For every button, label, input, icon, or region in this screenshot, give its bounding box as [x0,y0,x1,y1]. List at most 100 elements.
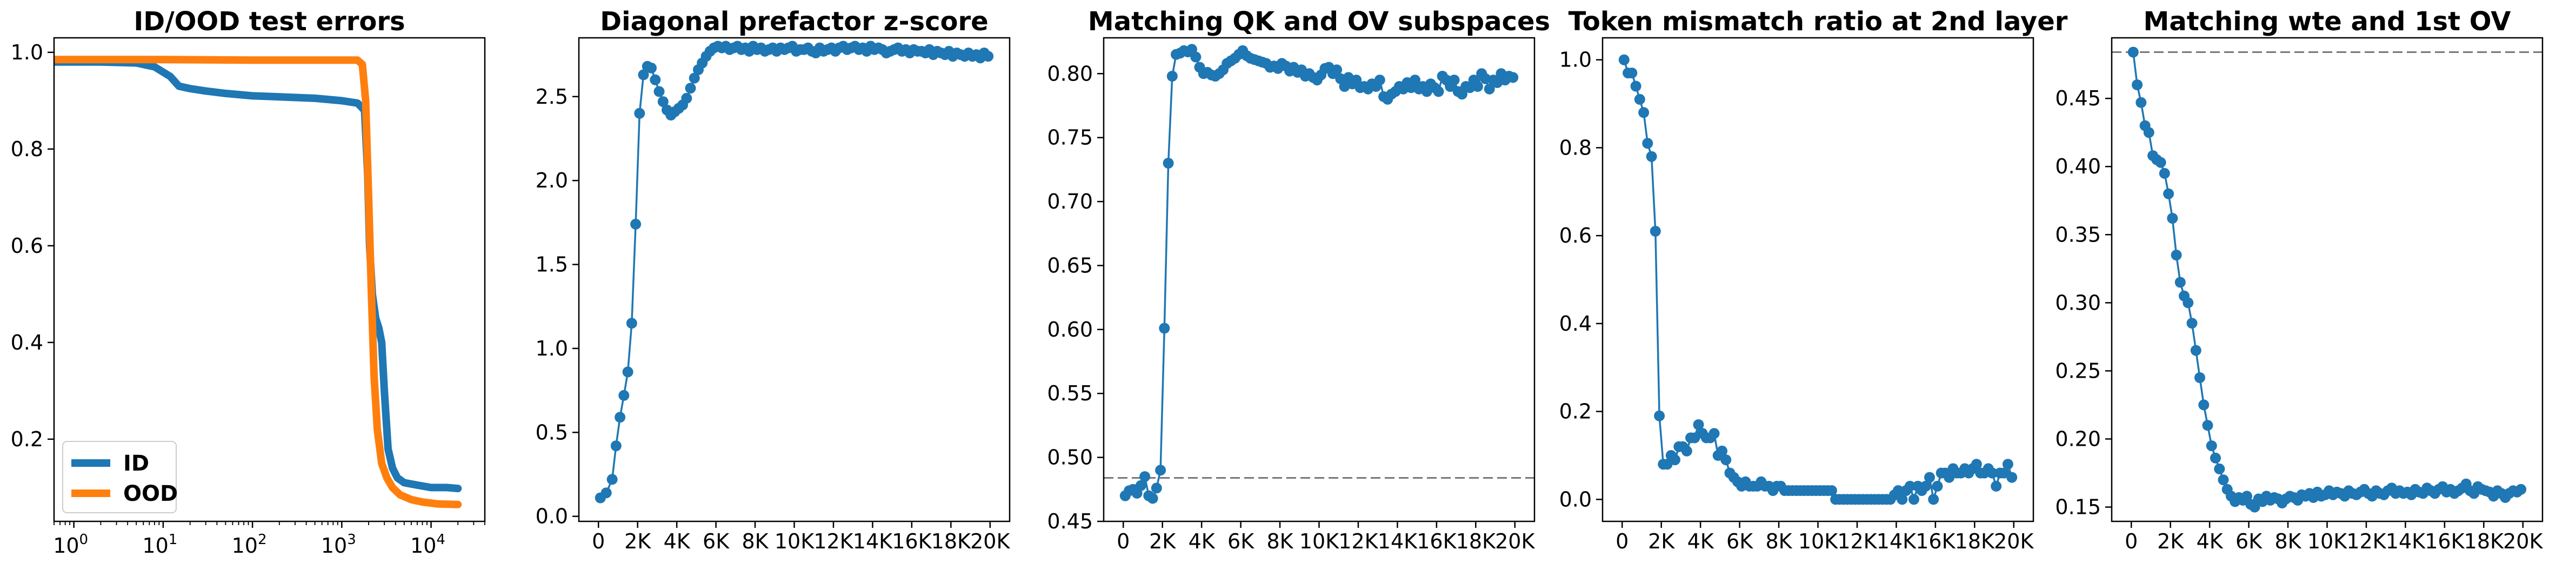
data-point [2163,188,2174,199]
data-point [638,69,649,81]
data-point [1826,485,1837,496]
x-tick-label: 20K [970,529,1010,553]
data-point [1374,75,1385,86]
data-point [1449,75,1460,86]
data-point [626,318,637,329]
y-tick-label: 0.40 [2055,155,2101,178]
data-point [1986,467,1998,479]
x-tick-label: 2K [624,529,651,553]
x-tick-label: 14K [853,529,893,553]
x-tick-label: 104 [410,532,445,558]
x-tick-label: 20K [2503,529,2543,553]
x-tick-label: 12K [1837,529,1877,553]
x-tick-label: 103 [321,532,356,558]
y-tick-label: 0.45 [2055,86,2101,110]
data-point [1163,158,1174,169]
data-point [1642,138,1653,149]
x-tick-label: 6K [703,529,730,553]
legend-label-ood: OOD [123,481,178,506]
data-point [646,62,657,73]
y-tick-label: 1.0 [11,41,43,64]
y-tick-label: 0.15 [2055,495,2101,519]
x-tick-label: 18K [2464,529,2504,553]
x-tick-label: 14K [1378,529,1418,553]
chart-panel-4: Token mismatch ratio at 2nd layer 0.0 0.2 0… [1559,6,2068,553]
data-point [2174,277,2186,288]
chart-title: Matching QK and OV subspaces [1088,6,1550,37]
x-tick-label: 6K [1726,529,1753,553]
y-tick-label: 2.5 [536,85,568,109]
x-tick-label: 16K [892,529,932,553]
plot-area [595,41,994,504]
data-point [630,218,642,230]
x-tick-label: 16K [1417,529,1457,553]
data-point [1893,485,1904,496]
data-point [2194,372,2205,383]
data-point [1634,93,1645,105]
x-tick-label: 4K [664,529,691,553]
x-tick-label: 0 [2125,529,2138,553]
data-point [1135,480,1146,491]
data-point [1717,445,1727,457]
y-tick-label: 0.2 [11,427,43,451]
data-point [1670,454,1680,466]
y-tick-label: 0.4 [1559,312,1592,336]
series-line-1 [599,45,989,499]
x-tick-label: 6K [1227,529,1254,553]
data-point [2171,250,2182,261]
data-point [689,72,700,84]
data-point [653,86,665,97]
data-point [1166,71,1178,82]
data-point [1681,445,1692,457]
y-tick-label: 0.75 [1047,126,1093,150]
chart-panel-1: ID/OOD test errors 0.2 0.4 0.6 0.8 1.0 100 101 1… [11,6,486,558]
chart-title: Matching wte and 1st OV [2144,6,2511,37]
data-point [2206,440,2217,452]
data-point [1159,323,1170,334]
y-tick-label: 0.60 [1047,318,1093,341]
x-tick-label: 2K [2157,529,2184,553]
series-line-1 [1124,48,1514,500]
y-tick-label: 0.8 [1559,136,1592,159]
data-point [2159,167,2170,179]
x-tick-label: 12K [813,529,853,553]
data-point [1897,494,1908,505]
data-point [1638,107,1650,118]
legend-label-id: ID [123,451,149,476]
y-tick-label: 0.50 [1047,446,1093,470]
y-tick-label: 0.0 [1559,487,1592,511]
x-tick-label: 8K [2274,529,2301,553]
x-tick-label: 20K [1994,529,2034,553]
data-point [2210,452,2221,464]
x-tick-label: 14K [2386,529,2426,553]
data-point [1991,480,2002,492]
axes-frame [2111,37,2544,522]
x-tick-label: 4K [1189,529,1216,553]
y-tick-label: 0.70 [1047,190,1093,213]
series-line-id [54,58,462,493]
data-point [1630,81,1641,92]
x-tick-label: 10K [1299,529,1339,553]
data-point [1507,72,1519,83]
y-tick-label: 0.20 [2055,427,2101,451]
axes-frame [1103,37,1536,522]
data-point [2132,79,2143,90]
data-point [1720,454,1732,466]
data-point [1155,465,1166,476]
series-line-1 [2132,51,2522,508]
data-point [2186,318,2198,329]
data-point [1904,480,1916,492]
plot-area [54,56,462,508]
y-tick-label: 0.0 [536,505,568,528]
x-tick-label: 2K [1648,529,1675,553]
data-point [681,92,692,104]
data-point [1693,419,1704,430]
data-point [2218,474,2229,486]
data-point [2249,501,2260,513]
data-point [1650,226,1661,237]
y-tick-label: 0.65 [1047,253,1093,277]
data-point [2167,213,2178,224]
y-tick-label: 1.5 [536,253,568,277]
data-point [2202,420,2213,431]
